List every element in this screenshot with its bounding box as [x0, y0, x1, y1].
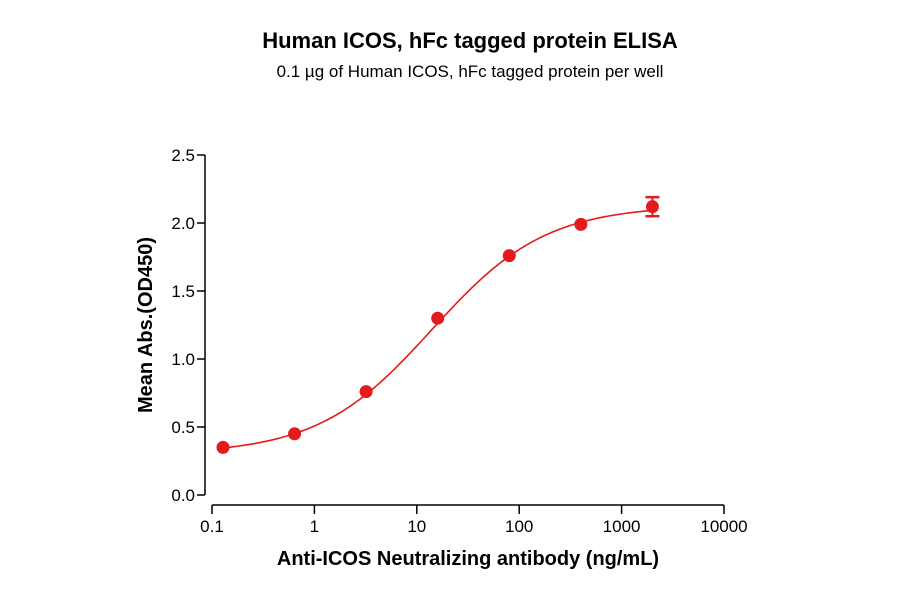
data-point — [574, 217, 588, 231]
x-tick-label: 10000 — [700, 517, 747, 536]
fit-curve-layer — [222, 209, 653, 449]
x-tick-label: 10 — [407, 517, 426, 536]
data-point — [359, 385, 373, 399]
y-axis-title: Mean Abs.(OD450) — [135, 237, 157, 413]
x-tick-label: 1 — [310, 517, 319, 536]
x-axis-title: Anti-ICOS Neutralizing antibody (ng/mL) — [277, 548, 659, 570]
data-point — [645, 200, 659, 214]
fit-curve — [222, 209, 653, 449]
data-point — [431, 311, 445, 325]
x-tick-label: 1000 — [603, 517, 641, 536]
y-tick-label: 1.0 — [171, 350, 195, 369]
x-tick-label: 100 — [505, 517, 533, 536]
chart-subtitle: 0.1 µg of Human ICOS, hFc tagged protein… — [277, 62, 664, 81]
chart-title: Human ICOS, hFc tagged protein ELISA — [262, 28, 678, 53]
axes: 0.0 0.5 1.0 1.5 2.0 2.5 0.1 1 10 100 1000 10000 — [171, 146, 747, 536]
y-tick-label: 0.0 — [171, 486, 195, 505]
data-point — [288, 427, 302, 441]
y-tick-label: 2.0 — [171, 214, 195, 233]
y-tick-label: 0.5 — [171, 418, 195, 437]
x-tick-label: 0.1 — [200, 517, 224, 536]
data-point — [502, 249, 516, 263]
data-points-layer — [216, 195, 660, 454]
data-point — [216, 440, 230, 454]
y-tick-label: 1.5 — [171, 282, 195, 301]
y-tick-label: 2.5 — [171, 146, 195, 165]
